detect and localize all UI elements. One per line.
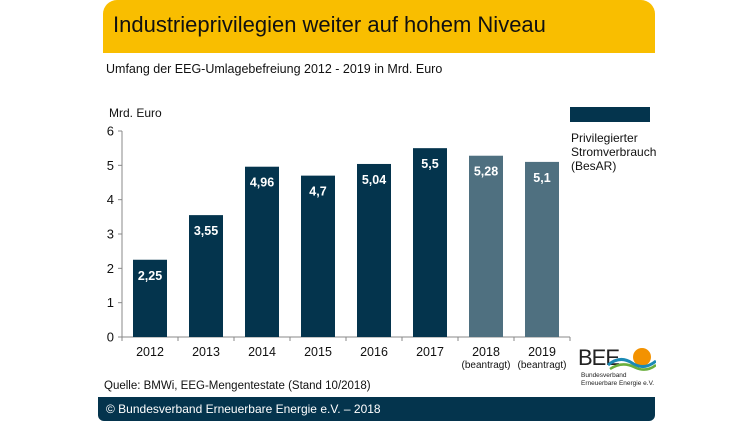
title-banner: Industrieprivilegien weiter auf hohem Ni…: [103, 0, 655, 53]
footer-bar: © Bundesverband Erneuerbare Energie e.V.…: [98, 397, 655, 421]
x-tick-label: 2013: [192, 345, 220, 359]
y-tick-label: 0: [107, 330, 114, 345]
y-axis-label: Mrd. Euro: [109, 106, 162, 120]
x-tick-label: 2019: [528, 345, 556, 359]
y-tick-label: 5: [107, 158, 114, 173]
chart-subtitle: Umfang der EEG-Umlagebefreiung 2012 - 20…: [106, 62, 443, 76]
data-label-2013: 3,55: [194, 224, 218, 238]
data-label-2012: 2,25: [138, 269, 162, 283]
y-tick-label: 6: [107, 124, 114, 139]
x-tick-label: 2016: [360, 345, 388, 359]
logo-wave-icon: [607, 348, 656, 371]
x-tick-label: 2018: [472, 345, 500, 359]
data-label-2017: 5,5: [421, 157, 438, 171]
bar-2019: [525, 161, 559, 337]
data-label-2018: 5,28: [474, 165, 498, 179]
x-tick-label: 2012: [136, 345, 164, 359]
source-note: Quelle: BMWi, EEG-Mengentestate (Stand 1…: [104, 380, 371, 392]
y-tick-label: 1: [107, 295, 114, 310]
bar-2016: [357, 163, 391, 337]
y-tick-label: 4: [107, 192, 114, 207]
y-tick-label: 2: [107, 261, 114, 276]
x-tick-sublabel: (beantragt): [462, 360, 511, 371]
bar-2015: [301, 175, 335, 337]
data-label-2019: 5,1: [533, 171, 550, 185]
bar-2013: [189, 215, 223, 337]
bar-2012: [133, 259, 167, 337]
data-label-2015: 4,7: [309, 185, 326, 199]
x-tick-label: 2014: [248, 345, 276, 359]
x-tick-sublabel: (beantragt): [518, 360, 567, 371]
y-tick-label: 3: [107, 227, 114, 242]
logo-line1: Bundesverband: [581, 372, 627, 379]
legend-swatch: [570, 107, 650, 122]
x-tick-label: 2017: [416, 345, 444, 359]
data-label-2016: 5,04: [362, 173, 386, 187]
bar-2017: [413, 148, 447, 337]
copyright-text: © Bundesverband Erneuerbare Energie e.V.…: [106, 402, 381, 416]
bar-2018: [469, 155, 503, 337]
page-title: Industrieprivilegien weiter auf hohem Ni…: [113, 12, 546, 37]
legend-label: Privilegierter Stromverbrauch (BesAR): [571, 131, 661, 173]
logo-subtitle: Bundesverband Erneuerbare Energie e.V.: [581, 372, 654, 388]
bar-2014: [245, 166, 279, 337]
data-label-2014: 4,96: [250, 176, 274, 190]
bee-logo: BEE Bundesverband Erneuerbare Energie e.…: [578, 345, 658, 393]
x-tick-label: 2015: [304, 345, 332, 359]
legend-label-text: Privilegierter Stromverbrauch (BesAR): [571, 131, 657, 173]
logo-line2: Erneuerbare Energie e.V.: [581, 380, 655, 387]
